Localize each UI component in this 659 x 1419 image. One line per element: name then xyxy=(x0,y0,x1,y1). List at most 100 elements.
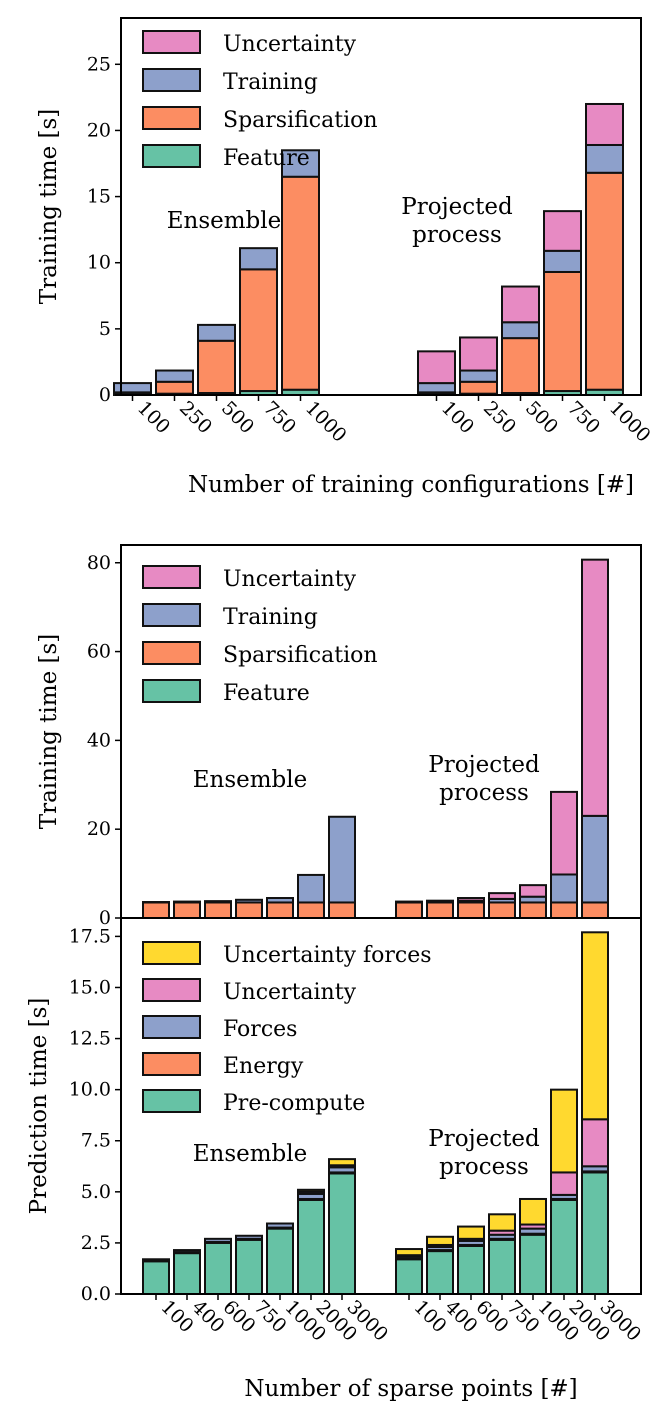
legend-label-feature: Feature xyxy=(223,146,310,171)
legend-swatch-uncertainty xyxy=(142,30,201,54)
bar-middle-ensemble-2000-sparsification xyxy=(297,901,325,919)
x-tick-label: 100 xyxy=(156,1296,197,1337)
plot-frame xyxy=(120,917,642,1295)
bar-bottom-projected-process-400-pre-compute xyxy=(426,1250,454,1295)
bar-top-projected-process-250-uncertainty xyxy=(459,336,498,372)
chart-middle: Ensemble Projected process 0 20 40 60 80 Trainin… xyxy=(36,544,642,929)
bar-middle-projected-process-600-sparsification xyxy=(457,901,485,919)
bar-bottom-projected-process-1000-uncertainty-forces xyxy=(519,1197,547,1226)
bar-middle-projected-process-1000-uncertainty xyxy=(519,884,547,898)
bar-bottom-ensemble-600-pre-compute xyxy=(204,1241,232,1296)
legend-swatch-uncertainty xyxy=(142,565,201,589)
chart-bottom: 100400600750100020003000Ensemble10040060… xyxy=(26,917,645,1402)
bar-bottom-projected-process-750-pre-compute xyxy=(488,1238,516,1295)
x-tick-label: 1000 xyxy=(301,397,351,447)
bar-middle-projected-process-3000-uncertainty xyxy=(581,558,609,817)
legend-label-uncertainty: Uncertainty xyxy=(223,32,357,57)
bar-middle-ensemble-1000-sparsification xyxy=(266,901,294,919)
bar-top-projected-process-250-training xyxy=(459,369,498,383)
group-label-ensemble: Ensemble xyxy=(193,1141,308,1167)
bar-bottom-projected-process-600-uncertainty-forces xyxy=(457,1225,485,1240)
legend-swatch-training xyxy=(142,603,201,627)
x-tick-label: 250 xyxy=(175,397,216,438)
legend-swatch-uncertainty xyxy=(142,978,201,1002)
x-tick-label: 500 xyxy=(217,397,258,438)
bar-middle-projected-process-100-uncertainty xyxy=(395,900,423,904)
bar-bottom-ensemble-750-forces xyxy=(235,1234,263,1240)
legend-swatch-energy xyxy=(142,1052,201,1076)
legend-swatch-feature xyxy=(142,679,201,703)
legend-swatch-forces xyxy=(142,1015,201,1039)
bar-bottom-projected-process-2000-uncertainty-forces xyxy=(550,1088,578,1174)
bar-bottom-ensemble-400-pre-compute xyxy=(173,1252,201,1296)
bar-bottom-ensemble-2000-pre-compute xyxy=(297,1199,325,1295)
bar-middle-projected-process-750-sparsification xyxy=(488,901,516,919)
legend-swatch-training xyxy=(142,68,201,92)
bar-middle-projected-process-400-sparsification xyxy=(426,901,454,919)
bar-middle-projected-process-600-uncertainty xyxy=(457,897,485,902)
x-tick-label: 100 xyxy=(133,397,174,438)
bar-middle-ensemble-400-sparsification xyxy=(173,901,201,919)
bar-bottom-ensemble-2000-uncertainty-forces xyxy=(297,1188,325,1193)
y-tick-label: 0 xyxy=(99,907,111,929)
legend-label-sparsification: Sparsification xyxy=(223,643,378,668)
group-label-ensemble: Ensemble xyxy=(193,767,308,793)
group-label-projected-process: Projected process xyxy=(428,1126,540,1180)
y-tick-label: 5.0 xyxy=(81,1181,111,1203)
bar-middle-projected-process-400-uncertainty xyxy=(426,899,454,903)
x-tick-label: 100 xyxy=(409,1296,450,1337)
bar-top-projected-process-500-sparsification xyxy=(501,337,540,395)
bar-bottom-projected-process-2000-uncertainty xyxy=(550,1171,578,1196)
y-tick-label: 0 xyxy=(99,384,111,406)
x-tick-label: 600 xyxy=(218,1296,259,1337)
y-tick-label: 60 xyxy=(87,641,111,663)
plot-frame xyxy=(120,17,642,396)
bar-middle-projected-process-2000-uncertainty xyxy=(550,790,578,876)
bar-middle-ensemble-750-training xyxy=(235,898,263,904)
bar-middle-ensemble-750-sparsification xyxy=(235,901,263,919)
bar-top-projected-process-100-training xyxy=(417,382,456,394)
legend-label-energy: Energy xyxy=(223,1054,304,1079)
bar-middle-ensemble-3000-sparsification xyxy=(328,901,356,919)
bar-top-projected-process-1000-sparsification xyxy=(585,171,624,391)
bar-top-projected-process-750-sparsification xyxy=(543,270,582,393)
bar-bottom-projected-process-100-uncertainty-forces xyxy=(395,1248,423,1257)
bar-bottom-ensemble-400-forces xyxy=(173,1249,201,1254)
bar-middle-ensemble-3000-training xyxy=(328,815,356,904)
bar-top-projected-process-500-uncertainty xyxy=(501,285,540,324)
x-tick-label: 400 xyxy=(440,1296,481,1337)
y-tick-label: 25 xyxy=(87,53,111,75)
y-tick-label: 5 xyxy=(99,318,111,340)
x-tick-label: 750 xyxy=(259,397,300,438)
x-tick-label: 400 xyxy=(187,1296,228,1337)
y-tick-label: 10 xyxy=(87,252,111,274)
legend-label-uncertainty-forces: Uncertainty forces xyxy=(223,943,432,968)
y-axis-label: Training time [s] xyxy=(36,109,62,305)
y-tick-label: 10.0 xyxy=(69,1079,111,1101)
x-axis-label: Number of sparse points [#] xyxy=(244,1376,577,1402)
y-tick-label: 17.5 xyxy=(69,925,111,947)
bar-middle-projected-process-2000-training xyxy=(550,873,578,904)
y-tick-label: 12.5 xyxy=(69,1028,111,1050)
bar-middle-projected-process-100-sparsification xyxy=(395,901,423,919)
bar-middle-ensemble-100-training xyxy=(142,901,170,904)
bar-bottom-projected-process-3000-uncertainty-forces xyxy=(581,931,609,1121)
bar-bottom-projected-process-100-pre-compute xyxy=(395,1258,423,1295)
bar-top-projected-process-1000-uncertainty xyxy=(585,102,624,146)
legend-label-uncertainty: Uncertainty xyxy=(223,567,357,592)
bar-middle-projected-process-3000-training xyxy=(581,814,609,904)
group-label-projected-process: Projected process xyxy=(401,194,513,248)
bar-middle-projected-process-1000-sparsification xyxy=(519,901,547,919)
bar-top-projected-process-750-training xyxy=(543,249,582,273)
bar-bottom-ensemble-1000-pre-compute xyxy=(266,1227,294,1295)
group-label-projected-process: Projected process xyxy=(428,752,540,806)
bar-top-ensemble-1000-sparsification xyxy=(281,175,320,391)
bar-top-ensemble-250-sparsification xyxy=(155,380,194,395)
x-tick-label: 750 xyxy=(563,397,604,438)
bar-middle-ensemble-2000-training xyxy=(297,873,325,904)
bar-bottom-projected-process-2000-pre-compute xyxy=(550,1199,578,1295)
bar-middle-ensemble-600-sparsification xyxy=(204,901,232,919)
legend-label-sparsification: Sparsification xyxy=(223,108,378,133)
bar-top-projected-process-750-uncertainty xyxy=(543,210,582,252)
